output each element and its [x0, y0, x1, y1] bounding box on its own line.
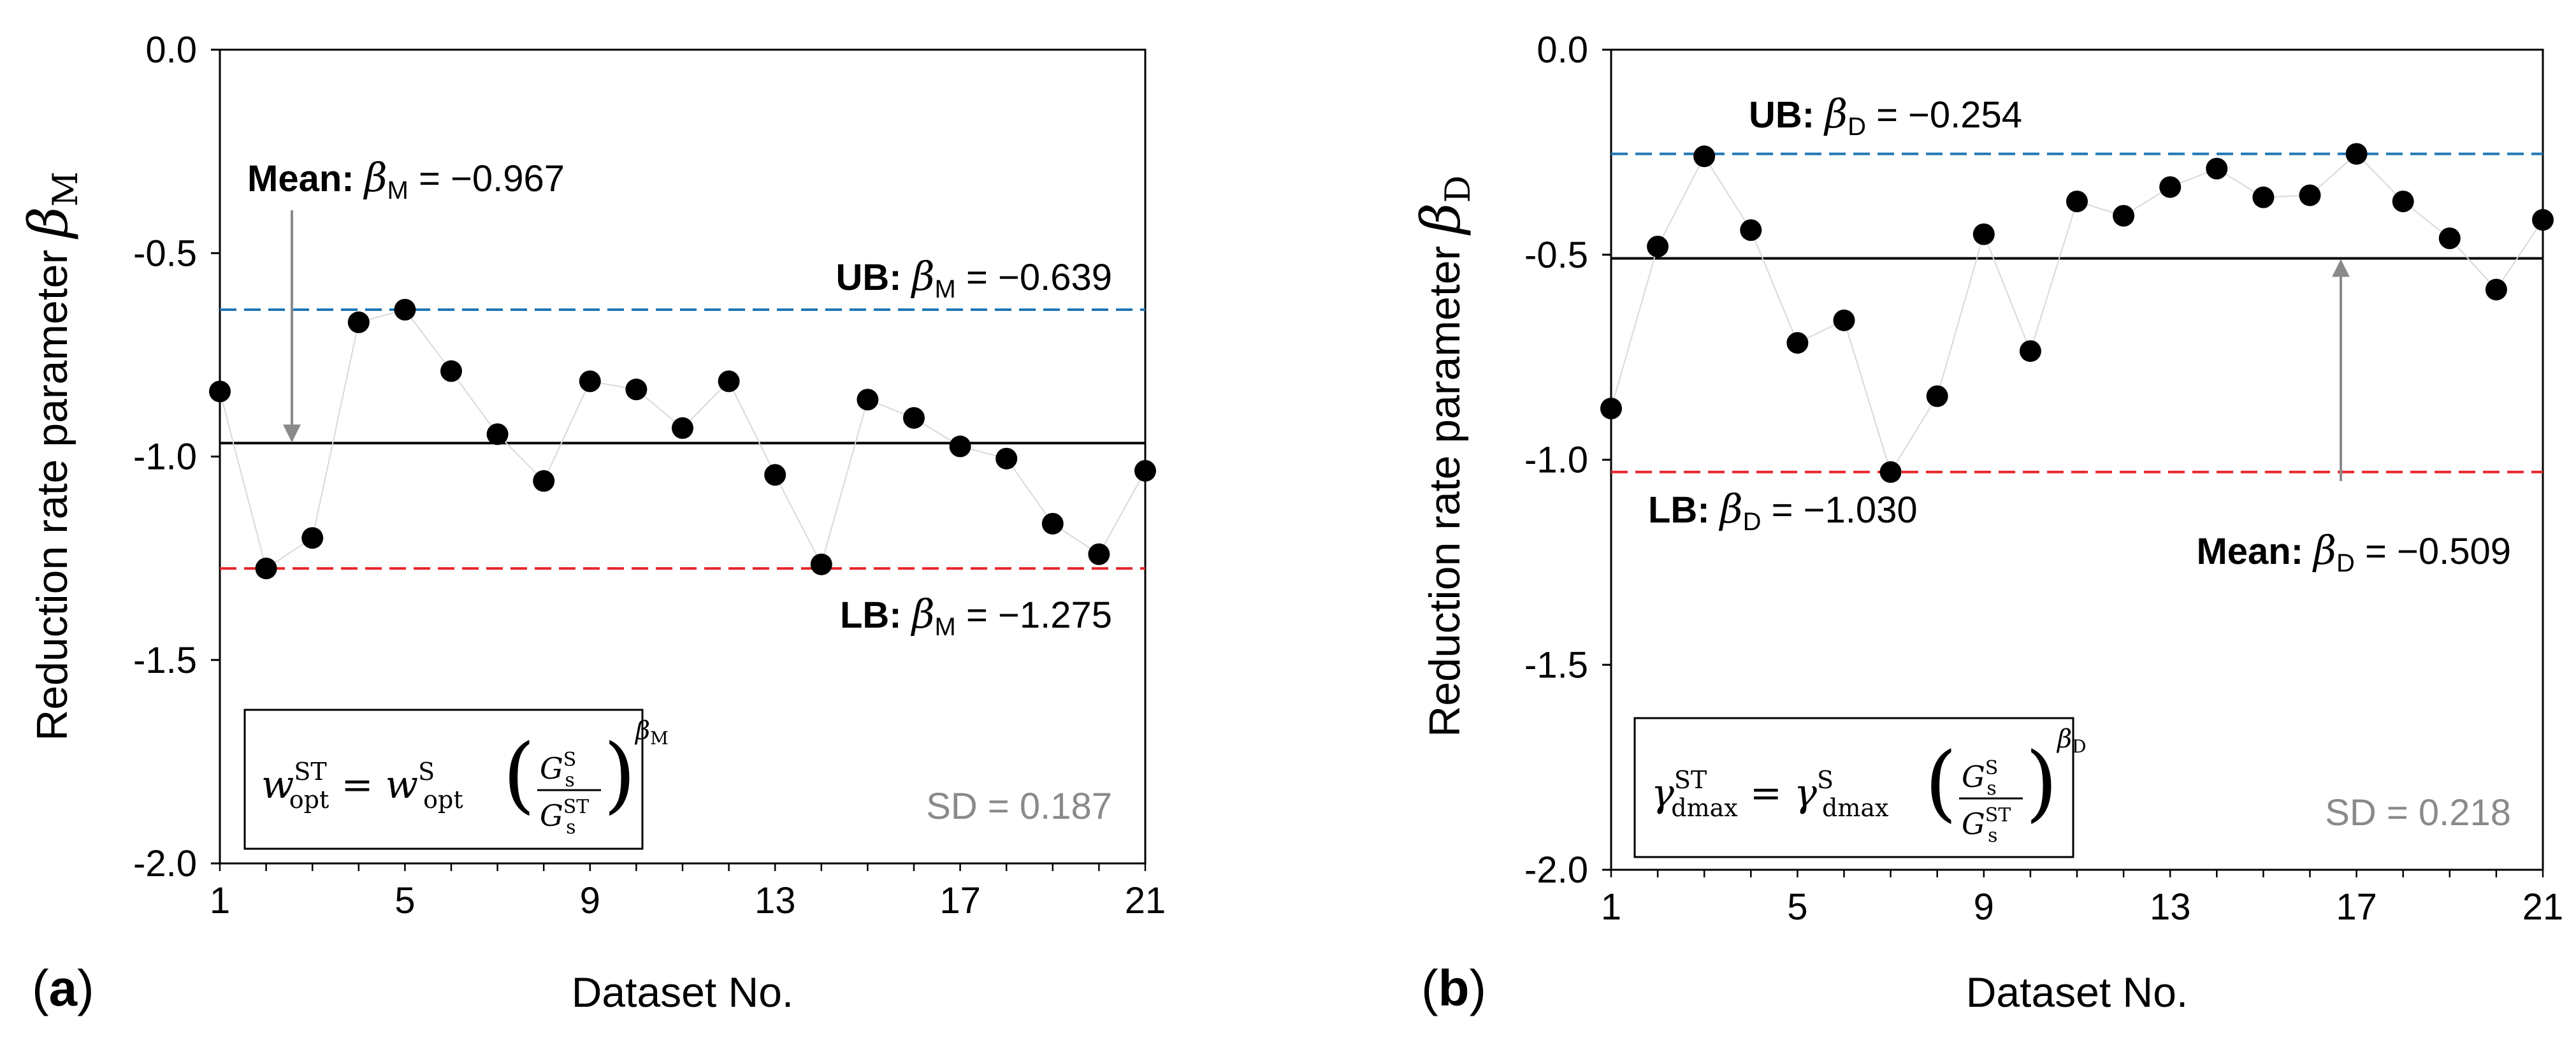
data-point	[2345, 143, 2368, 165]
reference-label-mean: Mean: βD = −0.509	[2196, 527, 2511, 577]
data-point	[1833, 309, 1855, 331]
x-tick-label: 1	[1601, 886, 1621, 928]
x-axis-title: Dataset No.	[572, 969, 794, 1016]
data-point	[255, 558, 277, 580]
data-point	[625, 378, 648, 401]
x-tick-label: 5	[1787, 886, 1807, 928]
x-tick-label: 9	[1974, 886, 1994, 928]
paren-right: )	[2025, 734, 2058, 831]
data-point	[533, 470, 555, 492]
panel-label: (a)	[32, 960, 94, 1016]
data-point	[949, 435, 971, 458]
data-point	[440, 360, 462, 382]
formula-exponent: βD	[2056, 724, 2087, 757]
data-point	[672, 417, 693, 439]
data-point	[2113, 205, 2135, 227]
x-tick-label: 13	[755, 880, 796, 921]
chart-panel-b: 0.0 -0.5 -1.0 -1.5 -2.0 1 5 9 13 17 21 UB: βD = −0.…	[1410, 29, 2563, 1016]
reference-label-lb: LB: βM = −1.275	[840, 591, 1112, 641]
reference-label-ub: UB: βM = −0.639	[836, 253, 1112, 303]
fraction-denominator: GST s	[540, 796, 589, 839]
paren-left: (	[1925, 734, 1957, 831]
data-point	[347, 311, 370, 333]
data-point	[857, 389, 879, 411]
panel-label: (b)	[1421, 960, 1486, 1016]
x-tick-label: 17	[2336, 886, 2377, 928]
y-tick-label: -0.5	[1524, 234, 1588, 276]
x-tick-label: 21	[1125, 880, 1166, 921]
data-point	[1647, 235, 1669, 257]
data-point	[2066, 191, 2088, 213]
x-tick-label: 13	[2150, 886, 2191, 928]
y-tick-label: -0.5	[133, 233, 197, 274]
y-tick-label: -1.5	[1524, 644, 1588, 686]
data-point	[2532, 209, 2554, 231]
data-point	[1134, 459, 1156, 482]
reference-label-lb: LB: βD = −1.030	[1648, 486, 1918, 536]
data-point	[394, 299, 416, 321]
data-point	[2438, 227, 2461, 250]
x-tick-label: 5	[394, 880, 415, 921]
series-connector-line	[219, 308, 1146, 570]
formula-box	[243, 709, 644, 850]
fraction-denominator: GST s	[1962, 804, 2011, 847]
fraction-numerator: GS s	[1962, 757, 1998, 800]
data-point	[718, 370, 740, 393]
reference-label-mean: Mean: βM = −0.967	[247, 154, 565, 205]
data-point	[579, 370, 601, 393]
data-point	[810, 553, 832, 575]
data-point	[1879, 461, 1902, 483]
data-point	[903, 407, 925, 429]
x-tick-label: 21	[2522, 886, 2564, 928]
chart-panel-a: 0.0 -0.5 -1.0 -1.5 -2.0 1 5 9 13 17 21 UB: βM = −0.…	[17, 29, 1166, 1016]
data-point	[1600, 398, 1622, 420]
data-point	[2299, 184, 2321, 206]
x-tick-label: 1	[210, 880, 230, 921]
data-point	[1693, 145, 1716, 168]
data-point	[2019, 340, 2041, 362]
data-point	[1740, 219, 1762, 241]
formula-lhs: wST opt = wS opt	[261, 758, 463, 814]
formula-exponent: βM	[634, 716, 669, 749]
x-tick-label: 9	[580, 880, 600, 921]
formula-lhs: γST dmax = γS dmax	[1651, 766, 1888, 822]
y-tick-label: -2.0	[133, 843, 197, 884]
y-tick-label: 0.0	[1537, 29, 1588, 71]
data-point	[2392, 191, 2414, 213]
y-axis-title: Reduction rate parameter βD	[1410, 175, 1478, 737]
data-point	[2206, 157, 2228, 180]
data-point	[2159, 176, 2182, 198]
data-point	[486, 423, 509, 445]
data-point	[764, 464, 786, 486]
x-axis-title: Dataset No.	[1966, 969, 2189, 1016]
data-point	[1041, 512, 1064, 535]
y-tick-label: -1.0	[133, 436, 197, 478]
x-tick-label: 17	[939, 880, 981, 921]
data-point	[209, 380, 231, 403]
fraction-numerator: GS s	[540, 749, 576, 791]
data-point	[995, 447, 1018, 470]
formula-box	[1633, 717, 2074, 858]
sd-label: SD = 0.187	[926, 786, 1112, 827]
y-tick-label: 0.0	[145, 29, 197, 71]
data-point	[2252, 186, 2275, 208]
y-axis-title: Reduction rate parameter βM	[17, 171, 85, 741]
paren-right: )	[604, 726, 636, 823]
data-point	[2485, 278, 2507, 301]
sd-label: SD = 0.218	[2325, 792, 2511, 833]
reference-label-ub: UB: βD = −0.254	[1749, 90, 2022, 141]
y-tick-label: -1.5	[133, 640, 197, 681]
data-point	[1926, 385, 1948, 407]
data-point	[301, 527, 324, 549]
data-point	[1088, 543, 1110, 565]
y-tick-label: -1.0	[1524, 440, 1588, 481]
data-point	[1786, 332, 1809, 354]
paren-left: (	[503, 726, 535, 823]
y-tick-label: -2.0	[1524, 849, 1588, 891]
data-point	[1972, 223, 1995, 245]
